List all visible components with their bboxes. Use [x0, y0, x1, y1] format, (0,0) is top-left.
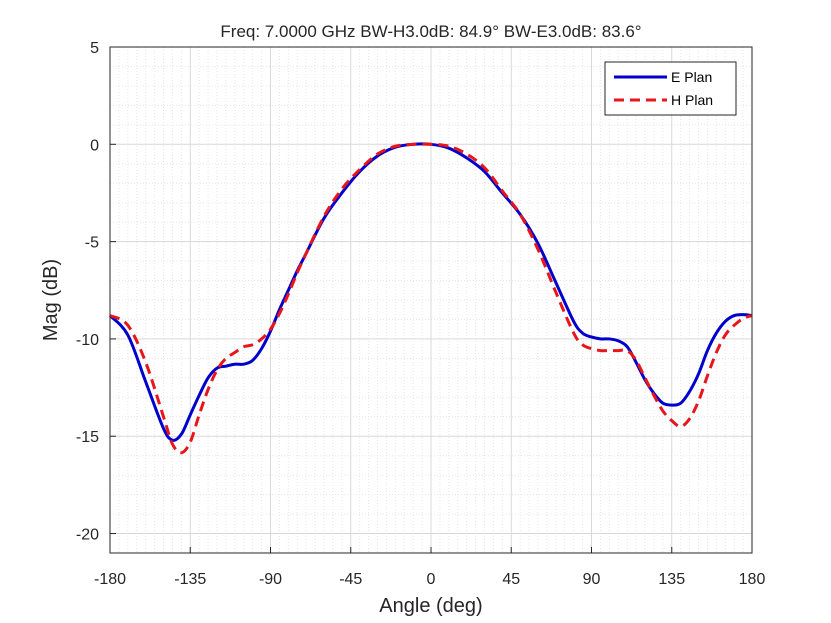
series-line-h-plan: [109, 142, 753, 455]
legend-label: H Plan: [671, 92, 713, 108]
x-tick-label: -45: [339, 571, 362, 588]
x-tick-label: -135: [174, 571, 206, 588]
legend-label: E Plan: [671, 69, 712, 85]
x-tick-label: -90: [259, 571, 282, 588]
y-tick-label: -15: [76, 429, 99, 446]
y-tick-label: 5: [90, 40, 99, 57]
x-tick-label: 90: [583, 571, 601, 588]
x-axis-label: Angle (deg): [379, 595, 482, 617]
x-tick-label: -180: [94, 571, 126, 588]
x-tick-label: 0: [427, 571, 436, 588]
y-tick-label: 0: [90, 137, 99, 154]
y-tick-label: -5: [85, 235, 99, 252]
x-tick-label: 180: [739, 571, 766, 588]
legend-box: [604, 61, 737, 116]
legend: E Plan H Plan: [604, 61, 737, 116]
y-axis-label: Mag (dB): [40, 259, 62, 341]
chart-title: Freq: 7.0000 GHz BW-H3.0dB: 84.9° BW-E3.…: [220, 22, 641, 41]
x-tick-label: 45: [502, 571, 520, 588]
series-line-e-plan: [108, 142, 753, 442]
x-tick-label: 135: [658, 571, 685, 588]
y-tick-label: -10: [76, 332, 99, 349]
y-tick-label: -20: [76, 527, 99, 544]
